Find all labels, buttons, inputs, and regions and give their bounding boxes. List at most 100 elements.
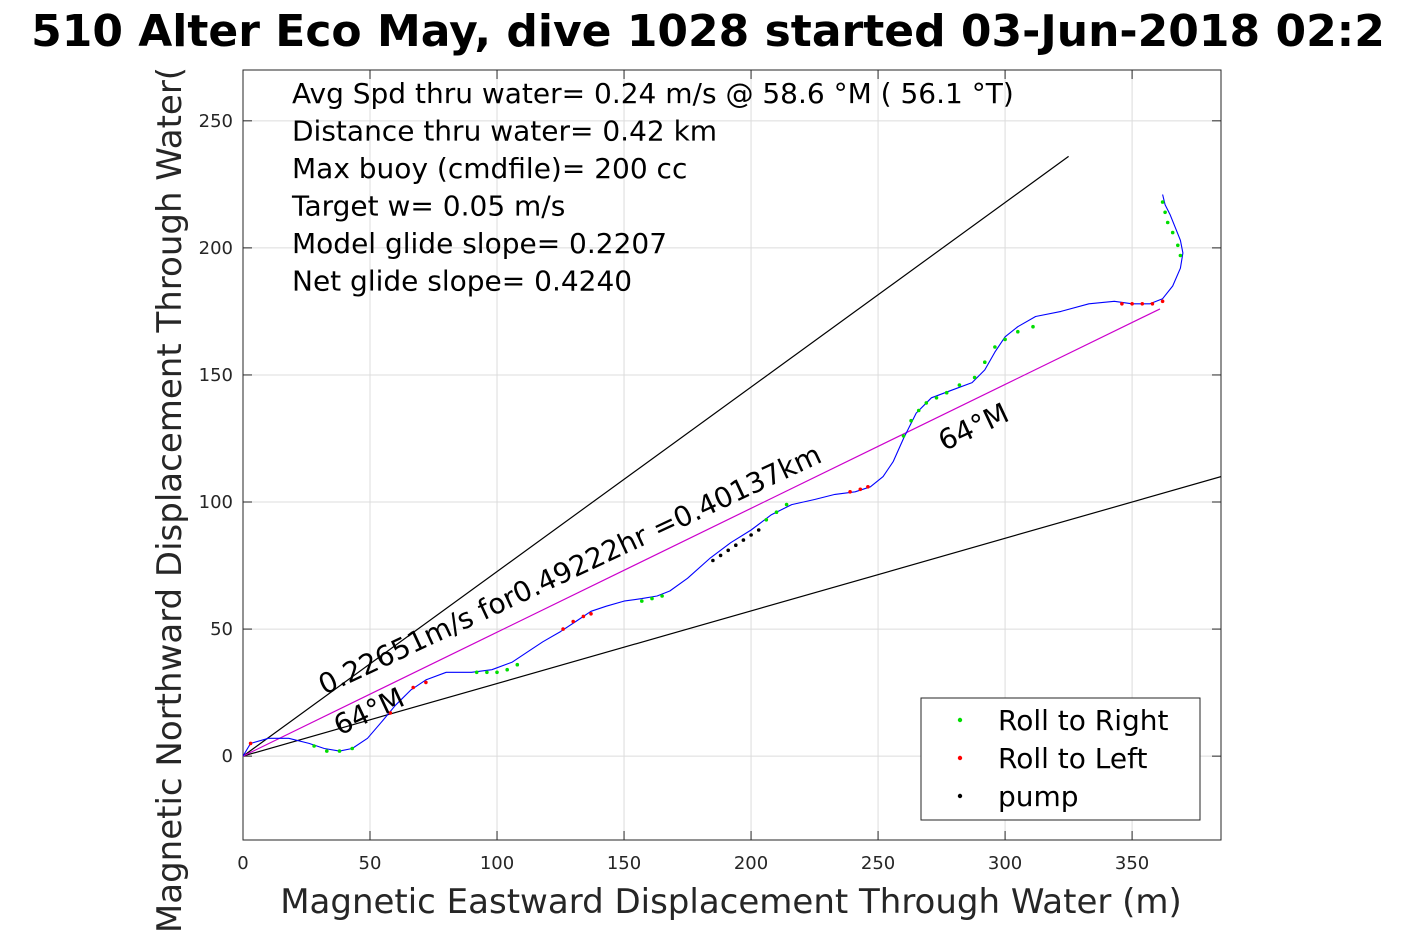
roll-right-point — [312, 744, 316, 748]
y-tick-label: 100 — [199, 492, 233, 513]
pump-point — [749, 533, 753, 537]
pump-point — [711, 558, 715, 563]
pump-point — [718, 553, 723, 558]
chart-title: 510 Alter Eco May, dive 1028 started 03-… — [31, 6, 1385, 57]
roll-left-point — [589, 612, 593, 616]
roll-left-point — [1120, 302, 1124, 306]
reference-lines — [243, 155, 1221, 757]
roll-left-point — [411, 685, 416, 690]
info-line: Avg Spd thru water= 0.24 m/s @ 58.6 °M (… — [292, 77, 1014, 110]
info-line: Distance thru water= 0.42 km — [292, 115, 717, 148]
plot-frame — [242, 69, 1222, 841]
roll-left-point — [388, 711, 393, 715]
x-tick-label: 300 — [988, 853, 1022, 874]
roll-right-point — [1165, 220, 1170, 225]
roll-left-point — [571, 619, 575, 624]
roll-left-point — [561, 627, 565, 631]
roll-left-point — [248, 741, 253, 746]
roll-right-point — [934, 396, 939, 400]
roll-right-point — [495, 670, 499, 675]
roll-right-point — [1031, 324, 1035, 329]
roll-right-point — [474, 670, 479, 675]
y-axis-label: Magnetic Northward Displacement Through … — [150, 67, 190, 933]
roll-right-point — [784, 502, 789, 507]
x-axis-label: Magnetic Eastward Displacement Through W… — [280, 882, 1182, 922]
roll-right-point — [337, 749, 342, 753]
pump-point — [741, 538, 746, 542]
x-tick-label: 200 — [734, 853, 768, 874]
legend: Roll to Right Roll to Left pump — [920, 697, 1201, 821]
y-tick-label: 50 — [210, 619, 233, 640]
info-line: Net glide slope= 0.4240 — [292, 265, 632, 298]
roll-right-point — [944, 390, 949, 395]
legend-label: Roll to Right — [998, 704, 1169, 737]
roll-right-point — [924, 401, 929, 405]
y-tick-label: 150 — [199, 365, 233, 386]
roll-left-point — [581, 614, 586, 619]
net-track-line — [243, 308, 1161, 757]
x-tick-label: 0 — [237, 853, 248, 874]
y-tick-label: 0 — [222, 746, 233, 767]
roll-right-point — [909, 418, 913, 423]
text-layer: 510 Alter Eco May, dive 1028 started 03-… — [31, 6, 1385, 933]
roll-right-point — [1003, 337, 1007, 342]
legend-marker — [957, 717, 963, 723]
roll-right-point — [1163, 210, 1167, 215]
info-text-block: Avg Spd thru water= 0.24 m/s @ 58.6 °M (… — [291, 77, 1014, 298]
roll-right-point — [901, 434, 906, 438]
roll-left-point — [1130, 302, 1134, 306]
roll-left-point — [1160, 299, 1165, 304]
roll-right-point — [993, 345, 997, 349]
pump-point — [756, 528, 761, 532]
roll-right-point — [650, 596, 654, 601]
roll-right-point — [764, 518, 769, 522]
x-tick-label: 350 — [1115, 853, 1149, 874]
roll-right-point — [983, 360, 987, 365]
roll-right-point — [505, 667, 510, 672]
legend-label: Roll to Left — [998, 742, 1147, 775]
info-line: Max buoy (cmdfile)= 200 cc — [292, 152, 687, 185]
x-tick-label: 250 — [861, 853, 895, 874]
roll-right-point — [916, 408, 921, 413]
roll-right-point — [972, 375, 977, 380]
roll-right-point — [1178, 253, 1183, 258]
roll-left-point — [858, 487, 863, 492]
roll-right-point — [515, 662, 520, 667]
y-tick-label: 250 — [199, 111, 233, 132]
roll-left-point — [1150, 302, 1155, 306]
roll-left-point — [1140, 302, 1145, 306]
track-line — [243, 194, 1184, 757]
legend-box — [920, 697, 1201, 821]
roll-right-point — [957, 383, 962, 387]
roll-right-point — [640, 599, 644, 603]
x-tick-label: 150 — [607, 853, 641, 874]
grid-layer — [242, 70, 1221, 840]
info-line: Model glide slope= 0.2207 — [292, 227, 667, 260]
roll-left-point — [848, 490, 852, 494]
x-tick-label: 100 — [480, 853, 514, 874]
legend-marker — [957, 755, 963, 761]
roll-right-point — [485, 670, 489, 675]
pump-point — [726, 548, 730, 553]
roll-right-point — [1170, 230, 1175, 235]
legend-label: pump — [998, 780, 1079, 813]
legend-marker — [957, 793, 963, 799]
x-tick-label: 50 — [359, 853, 382, 874]
y-tick-label: 200 — [199, 238, 233, 259]
series-layer — [243, 194, 1184, 757]
roll-left-point — [866, 485, 870, 489]
roll-right-point — [325, 749, 329, 753]
lower-bound-line — [243, 476, 1221, 757]
roll-left-point — [424, 680, 428, 685]
roll-right-point — [1160, 200, 1165, 204]
pump-point — [734, 543, 738, 547]
roll-right-point — [774, 510, 779, 514]
roll-right-point — [660, 594, 664, 598]
info-line: Target w= 0.05 m/s — [291, 190, 565, 223]
axes-layer: 0 50 100 150 200 250 300 350 0 50 100 150 200 250 — [199, 69, 1222, 874]
roll-right-point — [1176, 243, 1180, 248]
upper-bound-line — [243, 155, 1069, 757]
roll-right-point — [350, 746, 355, 751]
